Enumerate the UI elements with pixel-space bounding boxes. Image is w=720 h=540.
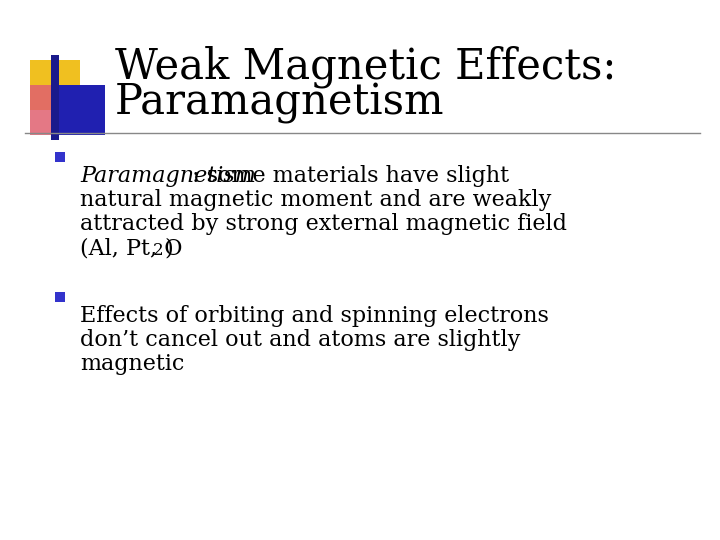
Text: magnetic: magnetic: [80, 353, 184, 375]
Bar: [30, 60, 80, 110]
Text: natural magnetic moment and are weakly: natural magnetic moment and are weakly: [80, 189, 552, 211]
Text: attracted by strong external magnetic field: attracted by strong external magnetic fi…: [80, 213, 567, 235]
Text: don’t cancel out and atoms are slightly: don’t cancel out and atoms are slightly: [80, 329, 521, 351]
Bar: [51, 55, 59, 140]
Text: Effects of orbiting and spinning electrons: Effects of orbiting and spinning electro…: [80, 305, 549, 327]
Text: Paramagnetism: Paramagnetism: [80, 165, 256, 187]
Bar: [55, 85, 105, 135]
Text: Paramagnetism: Paramagnetism: [115, 82, 444, 124]
Text: : some materials have slight: : some materials have slight: [192, 165, 509, 187]
Text: (Al, Pt, O: (Al, Pt, O: [80, 237, 182, 259]
Text: Weak Magnetic Effects:: Weak Magnetic Effects:: [115, 45, 616, 87]
Bar: [55, 292, 65, 302]
Bar: [30, 85, 80, 135]
Text: 2: 2: [153, 242, 163, 259]
Text: ): ): [164, 237, 173, 259]
Bar: [55, 152, 65, 162]
